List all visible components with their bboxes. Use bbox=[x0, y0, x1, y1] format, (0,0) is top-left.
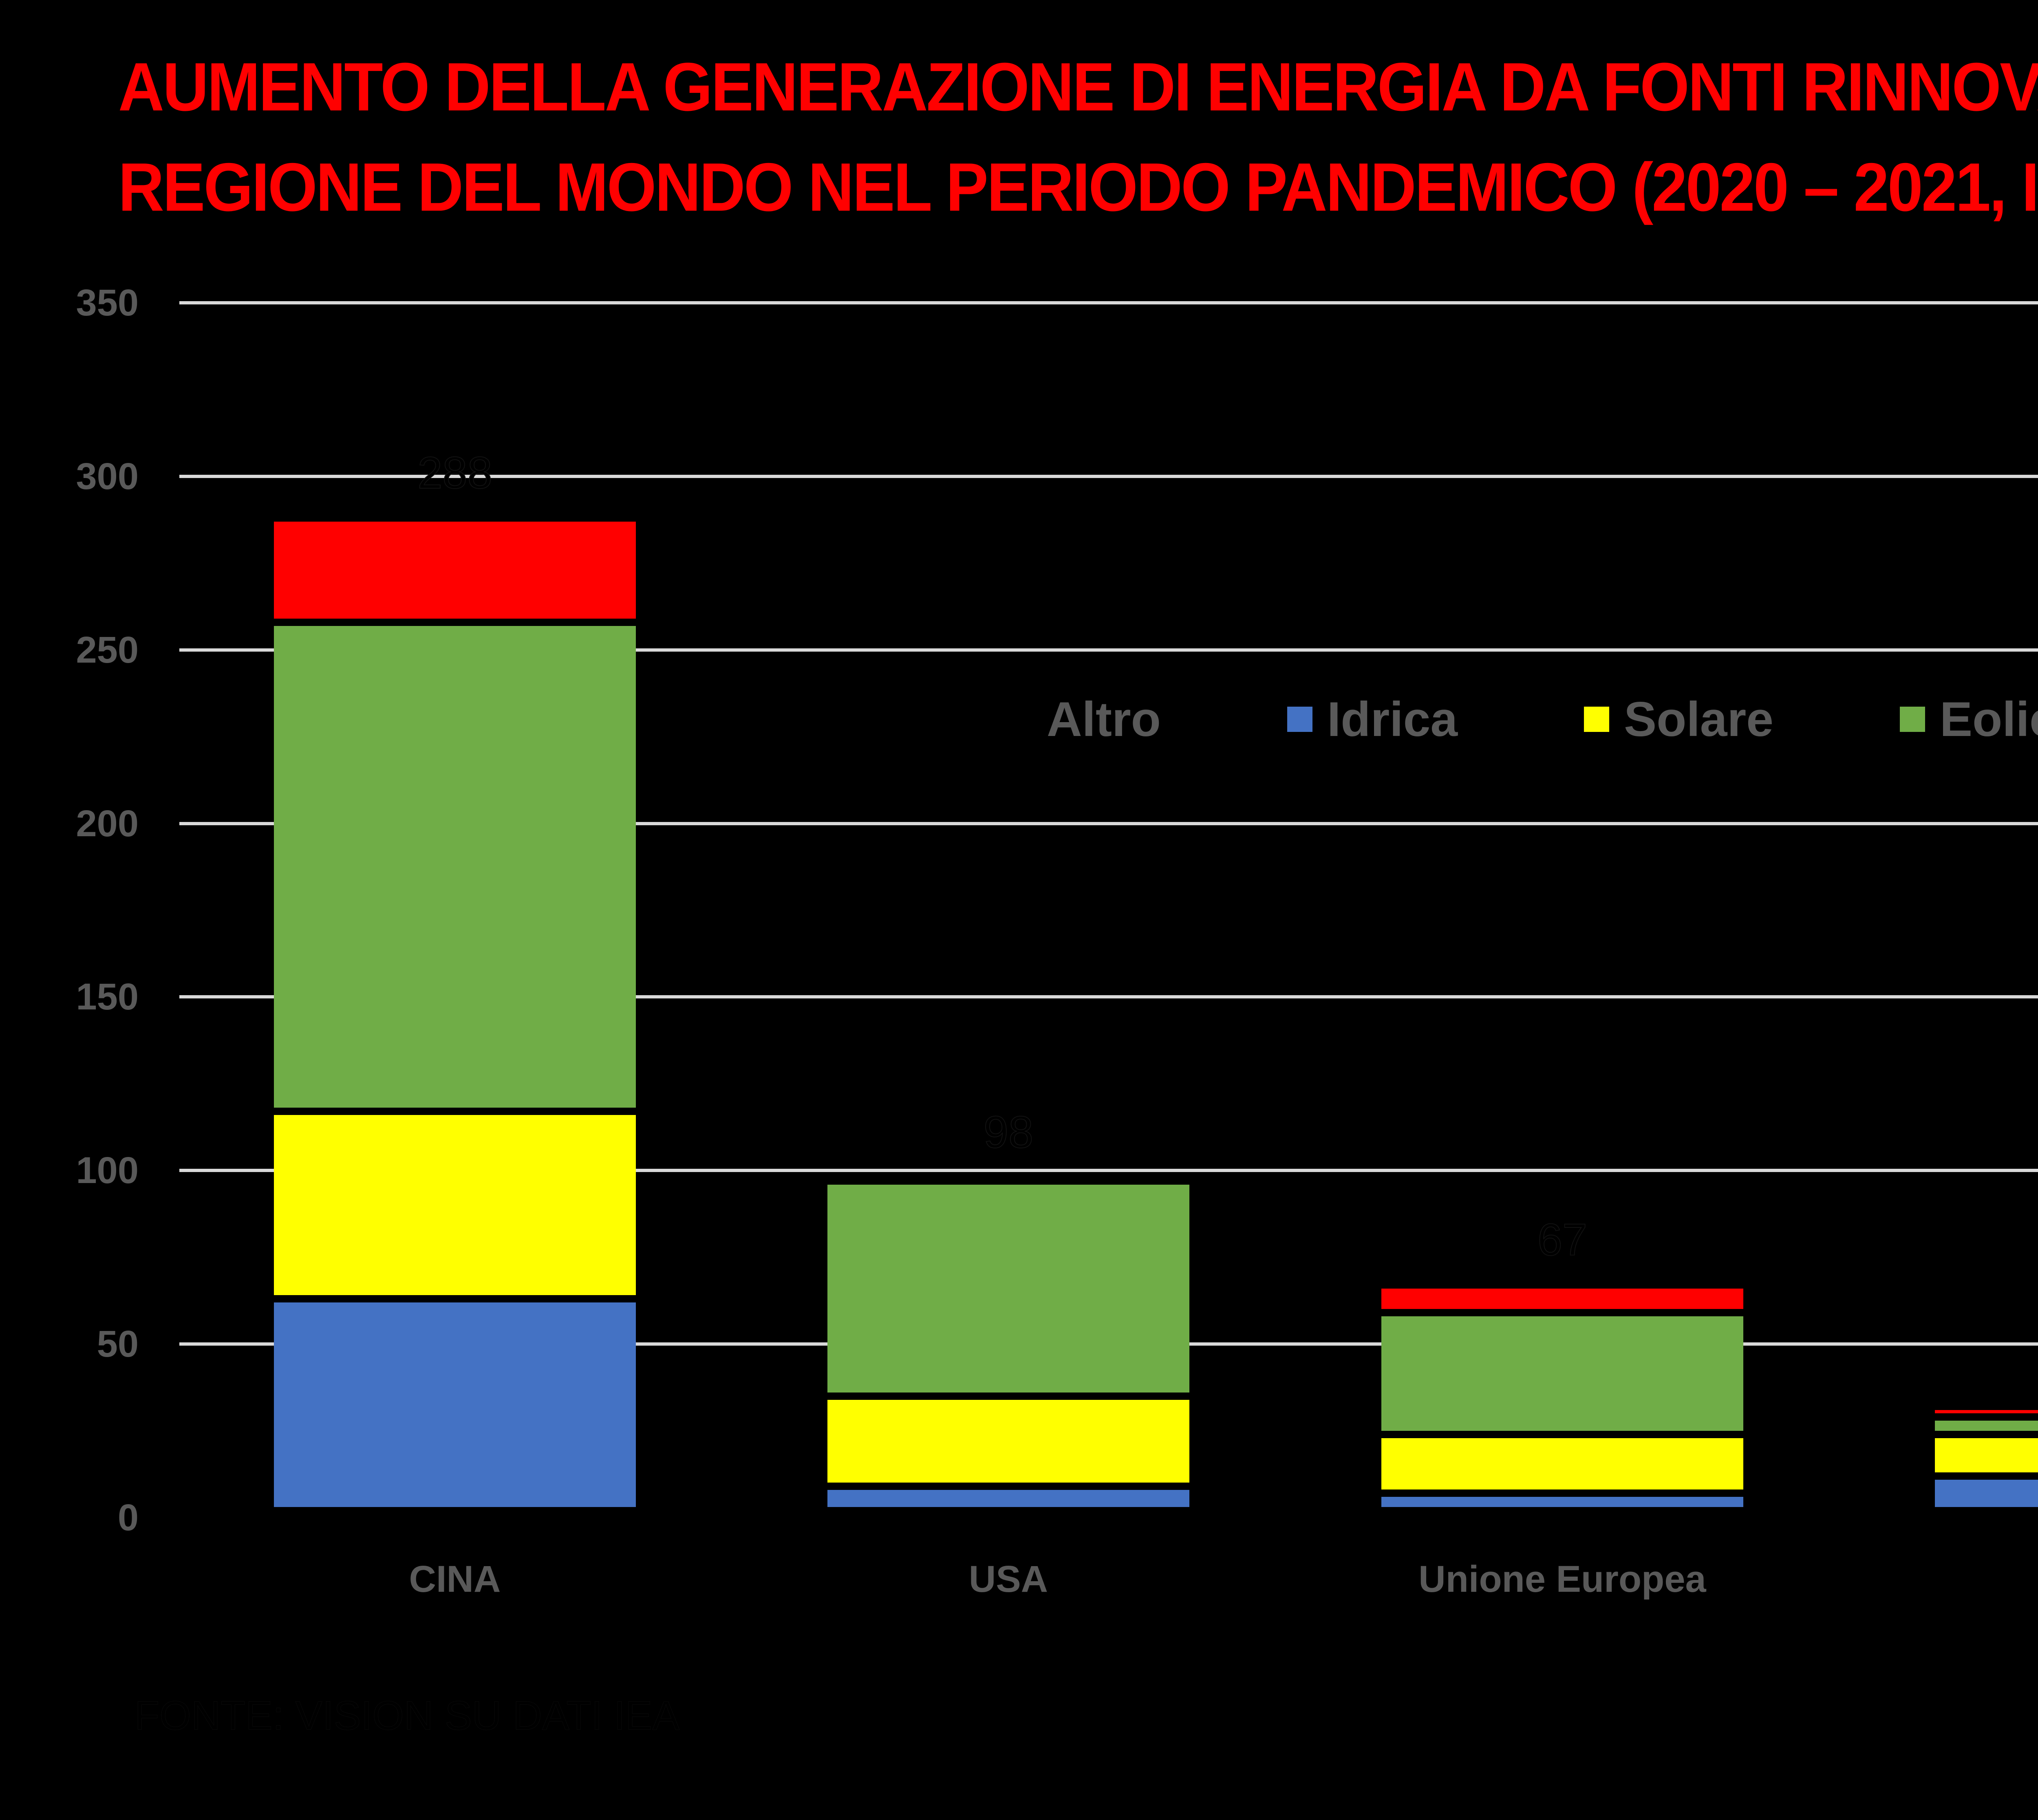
bar-usa bbox=[827, 0, 1189, 1820]
bar-segment-altro bbox=[274, 1510, 636, 1518]
legend-swatch-icon bbox=[1007, 707, 1032, 732]
legend-swatch-icon bbox=[1899, 707, 1925, 732]
bar-total-label: 32 bbox=[1935, 1337, 2038, 1386]
bar-segment-eolica bbox=[1381, 1313, 1743, 1434]
bar-segment-altro bbox=[827, 1510, 1189, 1518]
legend-label: Solare bbox=[1624, 692, 1773, 747]
chart-title-line-1: AUMENTO DELLA GENERAZIONE DI ENERGIA DA … bbox=[118, 48, 2038, 125]
bar-segment-altro bbox=[1935, 1510, 2038, 1518]
bar-india bbox=[1935, 0, 2038, 1820]
bar-segment-bioenergia bbox=[274, 518, 636, 622]
gridline-150 bbox=[179, 995, 2038, 999]
y-tick-label: 150 bbox=[76, 976, 139, 1018]
y-tick-label: 200 bbox=[76, 802, 139, 844]
bar-segment-idrica bbox=[827, 1486, 1189, 1511]
bar-segment-altro bbox=[1381, 1510, 1743, 1518]
x-axis-label: Unione Europea bbox=[1418, 1558, 1706, 1600]
y-tick-label: 300 bbox=[76, 455, 139, 497]
x-axis-label: CINA bbox=[409, 1558, 501, 1600]
y-tick-label: 0 bbox=[117, 1497, 139, 1538]
chart-title: AUMENTO DELLA GENERAZIONE DI ENERGIA DA … bbox=[118, 37, 2038, 237]
bar-segment-solare bbox=[1935, 1434, 2038, 1476]
chart-legend: AltroIdricaSolareEolicaBioenergia bbox=[1007, 693, 2038, 746]
source-note: FONTE: VISION SU DATI IEA bbox=[134, 1693, 680, 1739]
bar-segment-bioenergia bbox=[1935, 1406, 2038, 1417]
bar-total-label: 67 bbox=[1537, 1215, 1588, 1265]
bar-total-label: 98 bbox=[983, 1107, 1034, 1158]
legend-item-solare: Solare bbox=[1584, 693, 1773, 746]
bar-segment-eolica bbox=[827, 1181, 1189, 1396]
chart-title-line-2: REGIONE DEL MONDO NEL PERIODO PANDEMICO … bbox=[118, 149, 2038, 225]
y-tick-label: 250 bbox=[76, 629, 139, 671]
bar-segment-eolica bbox=[1935, 1417, 2038, 1434]
bar-segment-bioenergia bbox=[1381, 1285, 1743, 1313]
gridline-350 bbox=[179, 301, 2038, 304]
legend-label: Idrica bbox=[1327, 692, 1458, 747]
gridline-200 bbox=[179, 822, 2038, 825]
bar-segment-eolica bbox=[274, 622, 636, 1112]
gridline-250 bbox=[179, 648, 2038, 652]
gridline-300 bbox=[179, 474, 2038, 478]
legend-label: Eolica bbox=[1939, 692, 2038, 747]
y-tick-label: 50 bbox=[97, 1323, 139, 1365]
bar-total-label: 288 bbox=[417, 448, 493, 498]
x-axis-label: USA bbox=[968, 1558, 1048, 1600]
bar-segment-idrica bbox=[1381, 1493, 1743, 1511]
legend-item-eolica: Eolica bbox=[1899, 692, 2038, 747]
bar-segment-bioenergia bbox=[827, 1177, 1189, 1185]
legend-item-idrica: Idrica bbox=[1287, 693, 1458, 746]
bar-cina bbox=[274, 0, 636, 1820]
bar-segment-solare bbox=[274, 1111, 636, 1299]
x-axis-label: INDIA bbox=[1851, 1557, 2038, 1602]
bar-segment-idrica bbox=[274, 1299, 636, 1511]
gridline-100 bbox=[179, 1169, 2038, 1172]
y-tick-label: 350 bbox=[76, 282, 139, 324]
legend-swatch-icon bbox=[1584, 707, 1610, 732]
bar-segment-solare bbox=[827, 1396, 1189, 1487]
bar-unione-europea bbox=[1381, 0, 1743, 1820]
legend-item-altro: Altro bbox=[1007, 693, 1161, 746]
y-tick-label: 100 bbox=[76, 1150, 139, 1192]
bar-segment-solare bbox=[1381, 1434, 1743, 1494]
legend-swatch-icon bbox=[1287, 707, 1312, 732]
bar-segment-idrica bbox=[1935, 1476, 2038, 1511]
legend-label: Altro bbox=[1047, 692, 1161, 747]
